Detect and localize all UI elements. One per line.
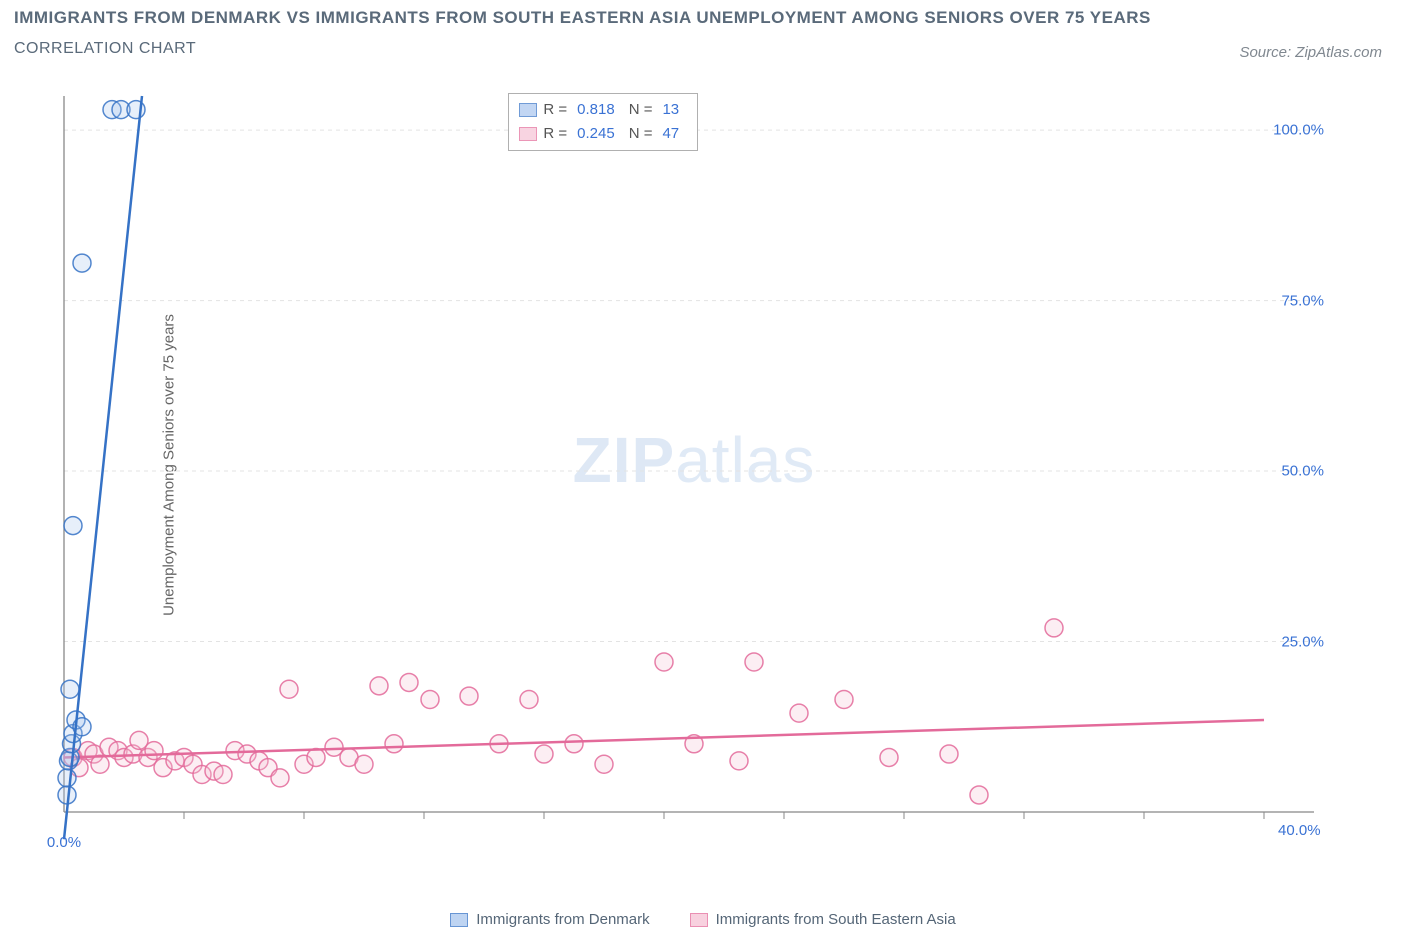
correlation-stats-box: R =0.818N =13R =0.245N =47: [508, 93, 698, 151]
legend-swatch-icon: [690, 913, 708, 927]
title-block: IMMIGRANTS FROM DENMARK VS IMMIGRANTS FR…: [14, 8, 1392, 58]
legend-label: Immigrants from Denmark: [476, 911, 649, 928]
y-tick-label: 75.0%: [1281, 292, 1324, 309]
series-legend: Immigrants from Denmark Immigrants from S…: [0, 911, 1406, 928]
source-attribution: Source: ZipAtlas.com: [1239, 44, 1382, 61]
legend-item-sea: Immigrants from South Eastern Asia: [690, 911, 956, 928]
y-tick-label: 25.0%: [1281, 633, 1324, 650]
chart-title-line2: CORRELATION CHART: [14, 40, 1392, 58]
legend-item-denmark: Immigrants from Denmark: [450, 911, 649, 928]
x-tick-left-label: 0.0%: [47, 834, 81, 851]
chart-container: IMMIGRANTS FROM DENMARK VS IMMIGRANTS FR…: [0, 0, 1406, 930]
plot-area: ZIPatlas R =0.818N =13R =0.245N =47 25.0…: [54, 90, 1334, 860]
x-tick-right-label: 40.0%: [1278, 822, 1321, 839]
chart-title-line1: IMMIGRANTS FROM DENMARK VS IMMIGRANTS FR…: [14, 8, 1392, 28]
stats-row-sea: R =0.245N =47: [519, 122, 687, 146]
y-tick-label: 100.0%: [1273, 122, 1324, 139]
legend-swatch-icon: [450, 913, 468, 927]
y-tick-label: 50.0%: [1281, 463, 1324, 480]
stats-row-denmark: R =0.818N =13: [519, 98, 687, 122]
scatter-chart: [54, 90, 1334, 860]
legend-label: Immigrants from South Eastern Asia: [716, 911, 956, 928]
